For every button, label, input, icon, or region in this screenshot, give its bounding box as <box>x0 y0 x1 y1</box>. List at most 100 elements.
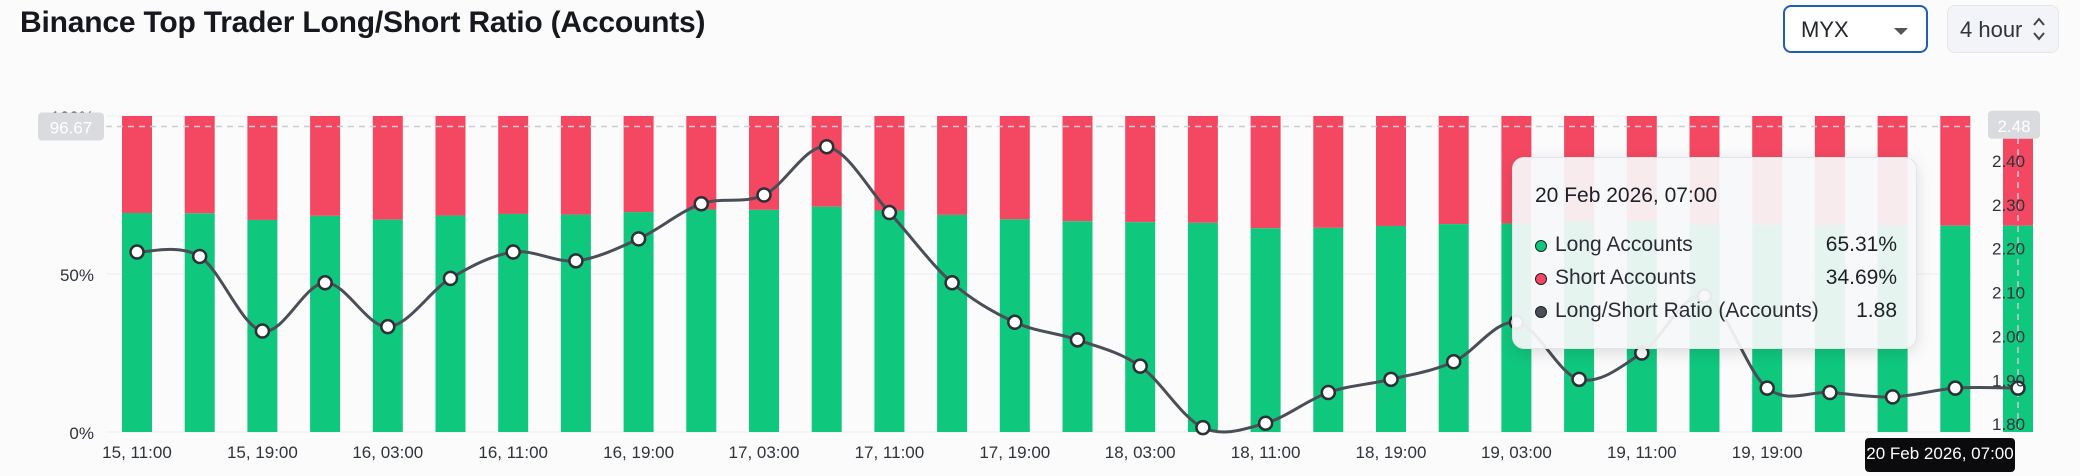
long-bar <box>1376 225 1406 432</box>
crosshair-right-badge <box>1988 110 2040 139</box>
ratio-point <box>1257 415 1274 431</box>
tooltip-value: 1.88 <box>1856 299 1897 322</box>
short-bar <box>1940 116 1971 226</box>
ratio-point <box>2010 380 2026 396</box>
short-bar <box>560 116 591 215</box>
long-bar <box>1062 221 1093 432</box>
long-bar <box>435 215 466 432</box>
ratio-point <box>568 253 584 269</box>
short-bar <box>623 116 654 213</box>
y-right-tick-label: 2.10 <box>1992 284 2025 303</box>
short-legend-dot <box>1535 273 1547 285</box>
short-bar <box>1438 116 1469 225</box>
short-bar <box>184 116 215 214</box>
ratio-point <box>1383 371 1399 388</box>
x-tick-label: 19, 19:00 <box>1732 443 1803 462</box>
ratio-point <box>1069 332 1086 348</box>
ratio-point <box>1445 354 1462 370</box>
y-right-tick-label: 2.00 <box>1992 327 2025 346</box>
crosshair-left-value: 96.67 <box>50 119 93 138</box>
long-bar <box>310 215 341 432</box>
y-right-tick-label: 1.80 <box>1992 415 2025 434</box>
tooltip-value: 65.31% <box>1825 233 1897 256</box>
long-bar <box>560 214 591 432</box>
up-down-arrows-icon <box>2033 17 2045 41</box>
chart-tooltip: 20 Feb 2026, 07:00 Long Accounts 65.31% … <box>1512 157 1917 349</box>
tooltip-row-ratio: Long/Short Ratio (Accounts) 1.88 <box>1535 299 1897 327</box>
x-tick-label: 15, 19:00 <box>227 443 298 462</box>
ratio-point <box>191 248 208 265</box>
long-bar <box>1313 227 1344 432</box>
x-tick-label: 16, 03:00 <box>352 443 423 462</box>
y-left-tick-label: 50% <box>60 266 94 285</box>
tooltip-label: Short Accounts <box>1555 266 1697 289</box>
short-bar <box>1376 116 1406 226</box>
ratio-point <box>881 204 898 221</box>
ratio-point <box>1822 384 1838 401</box>
symbol-select[interactable]: MYX <box>1783 5 1928 53</box>
x-tick-label: 18, 11:00 <box>1231 443 1301 462</box>
x-tick-label: 17, 19:00 <box>979 443 1050 462</box>
ratio-point <box>818 138 835 155</box>
tooltip-label: Long/Short Ratio (Accounts) <box>1555 299 1819 322</box>
long-bar <box>184 213 215 432</box>
short-bar <box>1250 116 1281 229</box>
short-bar <box>310 116 341 216</box>
ratio-point <box>505 244 521 260</box>
interval-select[interactable]: 4 hour <box>1947 5 2059 53</box>
short-bar <box>498 116 529 214</box>
y-right-tick-label: 2.30 <box>1992 196 2025 215</box>
long-bar <box>937 214 968 432</box>
long-bar <box>1187 222 1218 432</box>
short-bar <box>1313 116 1344 228</box>
short-bar <box>686 116 717 210</box>
tooltip-row-long: Long Accounts 65.31% <box>1535 233 1897 261</box>
chevron-down-icon <box>1894 28 1908 35</box>
long-bar <box>1250 228 1281 432</box>
ratio-point <box>1947 380 1964 396</box>
short-bar <box>874 116 905 211</box>
short-bar <box>1187 116 1218 223</box>
short-bar <box>435 116 466 216</box>
ratio-point <box>944 275 960 291</box>
short-bar <box>372 116 403 220</box>
short-bar <box>1125 116 1156 223</box>
ratio-point <box>1195 419 1211 436</box>
long-bar <box>1940 225 1971 432</box>
long-legend-dot <box>1535 240 1547 252</box>
ratio-point <box>1759 380 1775 396</box>
long-bar <box>1125 222 1156 432</box>
ratio-point <box>317 275 333 291</box>
y-right-tick-label: 1.90 <box>1992 371 2025 390</box>
short-bar <box>1062 116 1093 222</box>
x-tick-label: 18, 03:00 <box>1105 443 1176 462</box>
x-crosshair-label-text: 20 Feb 2026, 07:00 <box>1866 444 2014 463</box>
crosshair-right-value: 2.48 <box>1997 117 2030 136</box>
short-bar <box>811 116 842 207</box>
interval-select-value: 4 hour <box>1960 17 2023 42</box>
x-tick-label: 15, 11:00 <box>102 443 172 462</box>
ratio-point <box>630 231 647 247</box>
ratio-point <box>756 187 772 203</box>
y-left-tick-label: 0% <box>69 424 94 443</box>
y-right-tick-label: 2.40 <box>1992 152 2025 171</box>
ratio-point <box>380 318 396 335</box>
ratio-point <box>1320 384 1337 401</box>
tooltip-label: Long Accounts <box>1555 233 1693 256</box>
long-bar <box>623 212 654 432</box>
ratio-point <box>442 270 459 287</box>
x-tick-label: 16, 19:00 <box>603 443 674 462</box>
short-bar <box>247 116 278 220</box>
x-tick-label: 16, 11:00 <box>478 443 548 462</box>
ratio-point <box>129 244 145 260</box>
long-bar <box>749 209 779 432</box>
long-bar <box>686 209 717 432</box>
short-bar <box>122 116 152 214</box>
x-tick-label: 18, 19:00 <box>1356 443 1427 462</box>
ratio-point <box>1884 389 1901 405</box>
ratio-point <box>1571 371 1587 388</box>
tooltip-title: 20 Feb 2026, 07:00 <box>1535 184 1718 207</box>
x-tick-label: 19, 03:00 <box>1481 443 1552 462</box>
ratio-point <box>254 323 271 339</box>
x-tick-label: 19, 11:00 <box>1607 443 1677 462</box>
